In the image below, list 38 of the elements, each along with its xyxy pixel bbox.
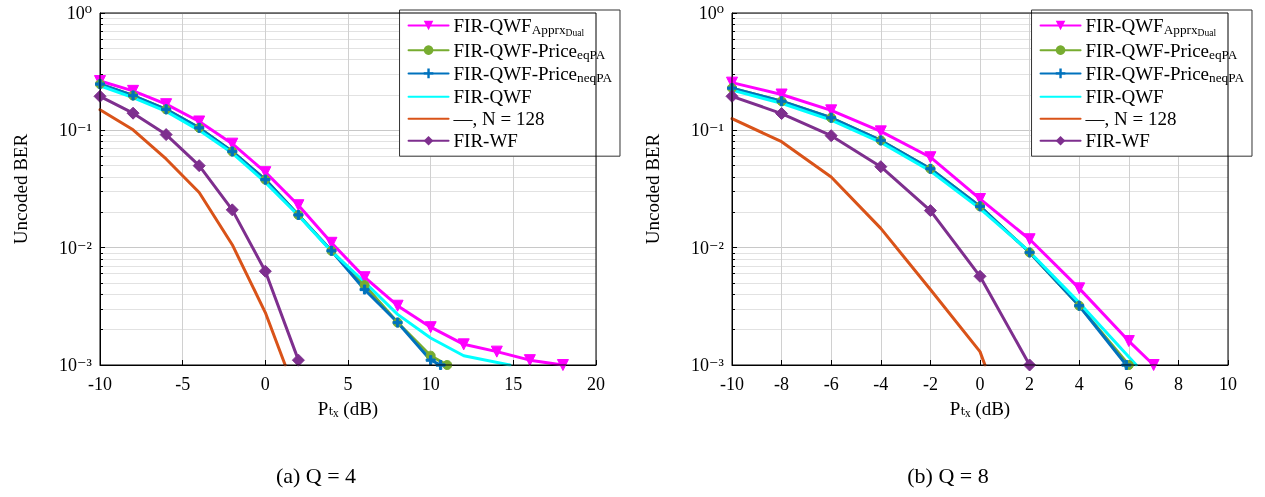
x-axis-title: Pₜₓ (dB) — [949, 398, 1011, 420]
y-tick-label: 10⁻² — [59, 237, 92, 258]
legend-label: —, N = 128 — [452, 108, 545, 130]
legend-label: FIR-QWF — [1085, 86, 1164, 108]
y-tick-label: 10⁰ — [66, 3, 92, 23]
y-tick-label: 10⁻² — [691, 237, 724, 258]
x-tick-label: 2 — [1025, 374, 1035, 394]
x-axis-title: Pₜₓ (dB) — [317, 398, 379, 420]
x-tick-label: 10 — [421, 374, 440, 394]
x-tick-label: -10 — [720, 374, 744, 394]
x-tick-label: 10 — [1219, 374, 1237, 394]
text: (b) Q = 8 — [907, 462, 989, 488]
legend-label: FIR-WF — [1085, 130, 1150, 152]
y-axis-title: Uncoded BER — [10, 133, 31, 245]
x-tick-label: 0 — [260, 374, 270, 394]
x-tick-label: 20 — [587, 374, 605, 394]
x-tick-label: 5 — [343, 374, 353, 394]
x-tick-label: 4 — [1074, 374, 1084, 394]
y-tick-label: 10⁻³ — [59, 355, 93, 375]
y-tick-label: 10⁻³ — [691, 355, 725, 375]
legend-label: —, N = 128 — [1084, 108, 1177, 130]
legend-label: FIR-QWF — [453, 86, 532, 108]
x-tick-label: 8 — [1173, 374, 1183, 394]
x-tick-label: -5 — [175, 374, 191, 394]
x-tick-label: 6 — [1124, 374, 1134, 394]
legend-label: FIR-WF — [453, 130, 518, 152]
y-tick-label: 10⁻¹ — [59, 120, 92, 141]
x-tick-label: -6 — [823, 374, 839, 394]
x-tick-label: -8 — [774, 374, 790, 394]
y-tick-label: 10⁰ — [698, 3, 724, 23]
text: (a) Q = 4 — [275, 462, 357, 488]
y-axis-title: Uncoded BER — [642, 133, 663, 245]
x-tick-label: -2 — [922, 374, 938, 394]
x-tick-label: -10 — [88, 374, 112, 394]
y-tick-label: 10⁻¹ — [691, 120, 724, 141]
x-tick-label: 0 — [975, 374, 985, 394]
x-tick-label: -4 — [873, 374, 889, 394]
x-tick-label: 15 — [504, 374, 523, 394]
